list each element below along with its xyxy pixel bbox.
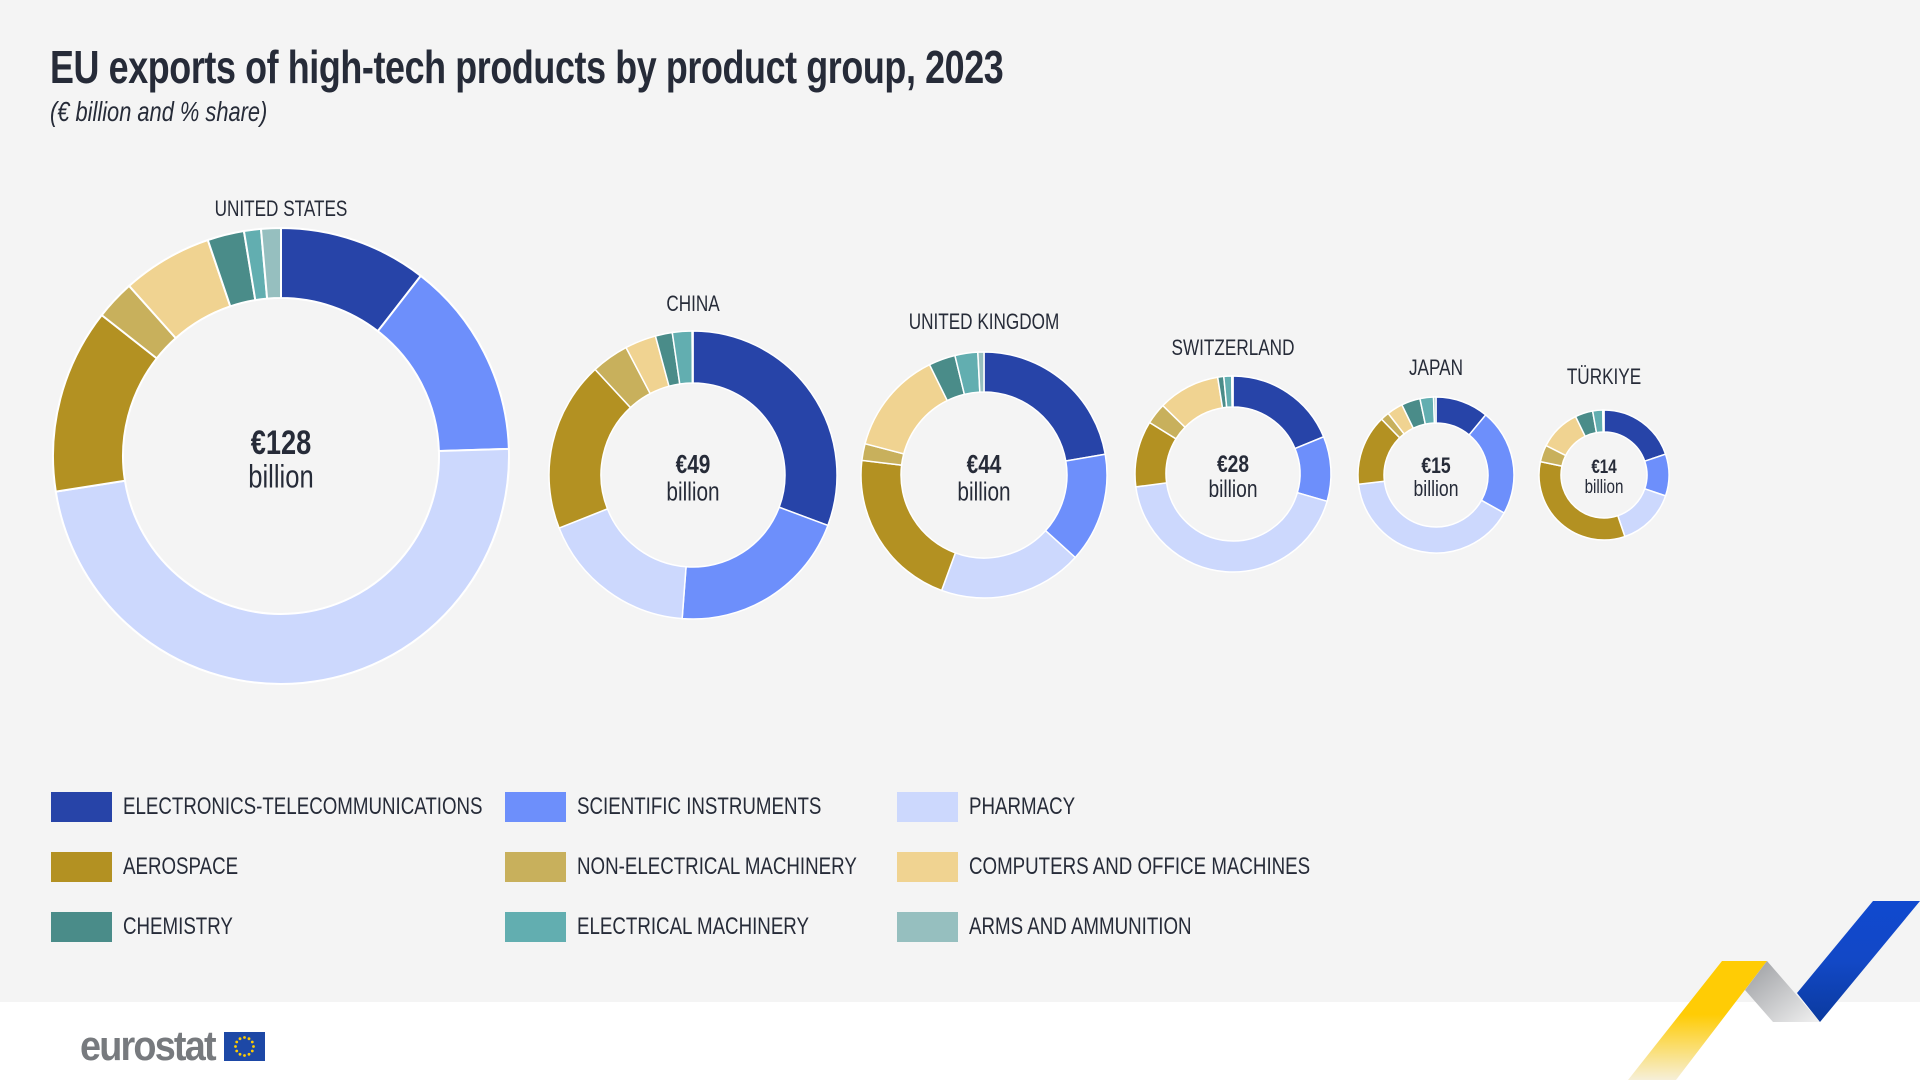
donut-total-unit: billion — [957, 477, 1010, 506]
legend-item-electrical: ELECTRICAL MACHINERY — [505, 912, 874, 942]
eu-star-icon — [242, 1035, 246, 1039]
eu-stars-icon — [233, 1035, 255, 1057]
chart-subtitle-text: (€ billion and % share) — [50, 96, 268, 127]
eu-star-icon — [251, 1044, 255, 1048]
legend-item-chemistry: CHEMISTRY — [51, 912, 264, 942]
eu-star-icon — [235, 1049, 238, 1052]
eurostat-logo: eurostat — [80, 1022, 265, 1070]
footer-band — [0, 1002, 1920, 1080]
donut-total-value: €15 — [1421, 454, 1450, 478]
donut-segment-pharmacy — [54, 447, 510, 685]
legend-swatch — [505, 852, 566, 882]
legend-label: COMPUTERS AND OFFICE MACHINES — [969, 853, 1311, 880]
donut-segment-pharmacy — [558, 507, 687, 620]
eu-star-icon — [250, 1049, 254, 1052]
country-label: JAPAN — [1409, 356, 1463, 381]
legend-label: ELECTRICAL MACHINERY — [577, 913, 809, 940]
donut-total-unit: billion — [1208, 475, 1257, 503]
legend-swatch — [505, 912, 566, 942]
donut-segment-electronics — [1603, 409, 1667, 463]
eu-star-icon — [247, 1052, 251, 1056]
donut-segment-electronics — [983, 351, 1107, 462]
eu-flag-icon — [223, 1031, 265, 1061]
chart-subtitle: (€ billion and % share) — [50, 96, 329, 128]
donut-segment-electronics — [1232, 375, 1325, 450]
donut-total-unit: billion — [1414, 477, 1459, 501]
legend-swatch — [505, 792, 566, 822]
eu-star-icon — [238, 1052, 242, 1056]
donut-segment-scientific — [681, 506, 829, 620]
donut-segment-pharmacy — [1616, 487, 1667, 538]
eu-star-icon — [238, 1036, 242, 1040]
donut-segment-arms — [1432, 396, 1437, 424]
donut-segment-computers — [864, 363, 949, 455]
legend-swatch — [51, 912, 112, 942]
country-label: UNITED STATES — [215, 197, 348, 222]
donut-segment-pharmacy — [1357, 480, 1506, 554]
country-label: SWITZERLAND — [1172, 336, 1295, 361]
donut-segment-scientific — [1468, 413, 1515, 515]
country-label: CHINA — [666, 292, 720, 317]
legend-swatch — [897, 792, 958, 822]
eu-star-icon — [247, 1036, 251, 1040]
legend-label: ARMS AND AMMUNITION — [969, 913, 1192, 940]
eurostat-logo-text: eurostat — [80, 1022, 217, 1069]
legend-item-electronics: ELECTRONICS-TELECOMMUNICATIONS — [51, 792, 584, 822]
eu-star-icon — [250, 1040, 254, 1043]
donut-total-value: €49 — [676, 450, 711, 479]
donut-total-unit: billion — [248, 460, 313, 495]
donut-segment-arms — [259, 226, 282, 300]
donut-charts: UNITED STATES€128billionCHINA€49billionU… — [52, 197, 1670, 685]
legend-label: PHARMACY — [969, 793, 1076, 820]
donut-segment-pharmacy — [1135, 481, 1329, 573]
legend-swatch — [51, 792, 112, 822]
legend-swatch — [897, 912, 958, 942]
legend-swatch — [897, 852, 958, 882]
donut-segment-pharmacy — [940, 529, 1077, 599]
chart-title-text: EU exports of high-tech products by prod… — [50, 41, 1004, 93]
legend-label: AEROSPACE — [123, 853, 239, 880]
eu-star-icon — [233, 1044, 237, 1048]
donut-total-unit: billion — [1585, 475, 1624, 497]
donut-segment-scientific — [1294, 435, 1332, 503]
donut-total-value: €14 — [1591, 455, 1617, 477]
legend-label: SCIENTIFIC INSTRUMENTS — [577, 793, 822, 820]
country-label: TÜRKIYE — [1567, 365, 1641, 390]
legend-swatch — [51, 852, 112, 882]
donut-segment-arms — [977, 351, 985, 393]
donut-segment-aerospace — [860, 459, 957, 592]
chart-title: EU exports of high-tech products by prod… — [50, 40, 1272, 94]
legend-label: CHEMISTRY — [123, 913, 233, 940]
legend-label: ELECTRONICS-TELECOMMUNICATIONS — [123, 793, 483, 820]
legend-item-non-electrical: NON-ELECTRICAL MACHINERY — [505, 852, 936, 882]
legend-item-arms: ARMS AND AMMUNITION — [897, 912, 1254, 942]
donut-total-unit: billion — [666, 477, 719, 506]
donut-total-value: €28 — [1217, 450, 1249, 478]
donut-total-value: €44 — [967, 450, 1002, 479]
donut-segment-arms — [1231, 375, 1234, 408]
donut-segment-electronics — [692, 330, 838, 527]
eu-star-icon — [235, 1040, 238, 1043]
eu-star-icon — [242, 1053, 246, 1057]
donut-total-value: €128 — [251, 423, 311, 462]
donut-segment-arms — [691, 330, 694, 384]
legend-item-computers: COMPUTERS AND OFFICE MACHINES — [897, 852, 1406, 882]
legend-label: NON-ELECTRICAL MACHINERY — [577, 853, 857, 880]
legend-item-scientific: SCIENTIFIC INSTRUMENTS — [505, 792, 890, 822]
legend-item-pharmacy: PHARMACY — [897, 792, 1105, 822]
donut-segment-arms — [1602, 409, 1605, 433]
legend-item-aerospace: AEROSPACE — [51, 852, 271, 882]
country-label: UNITED KINGDOM — [909, 310, 1060, 335]
